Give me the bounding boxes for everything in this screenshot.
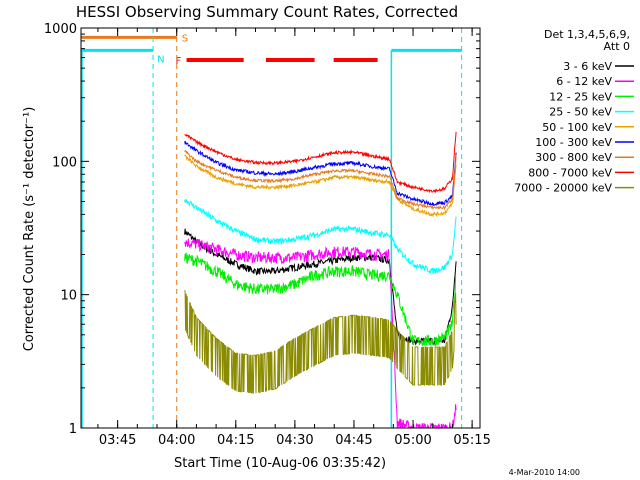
saa-flag-label: S (182, 33, 188, 44)
legend-entry-label: 50 - 100 keV (542, 121, 612, 134)
x-tick-label: 04:30 (276, 433, 313, 448)
y-axis-label: Corrected Count Rate (s⁻¹ detector⁻¹) (22, 107, 37, 352)
y-tick-label: 1 (69, 422, 77, 437)
date-stamp: 4-Mar-2010 14:00 (509, 468, 580, 477)
legend-header-detectors: Det 1,3,4,5,6,9, (544, 28, 630, 41)
legend-header-attenuator: Att 0 (604, 40, 630, 53)
x-tick-label: 04:00 (158, 433, 195, 448)
legend: Det 1,3,4,5,6,9, Att 0 3 - 6 keV 6 - 12 k… (514, 28, 634, 195)
legend-entry-label: 800 - 7000 keV (528, 166, 612, 179)
series-line (184, 290, 457, 394)
y-tick-label: 100 (52, 155, 77, 170)
y-tick-label: 1000 (44, 22, 77, 37)
series-layer (184, 131, 457, 430)
chart-title: HESSI Observing Summary Count Rates, Cor… (76, 3, 458, 21)
series-line (184, 149, 457, 211)
legend-entry-label: 12 - 25 keV (549, 90, 612, 103)
series-line (184, 252, 457, 347)
series-line (184, 140, 457, 207)
x-tick-label: 05:00 (394, 433, 431, 448)
y-tick-label: 10 (60, 289, 77, 304)
legend-entry-label: 300 - 800 keV (535, 151, 612, 164)
x-tick-label: 04:45 (335, 433, 372, 448)
legend-entry-label: 6 - 12 keV (556, 75, 612, 88)
legend-entry-label: 25 - 50 keV (549, 106, 612, 119)
night-flag-label: N (157, 54, 164, 65)
x-tick-label: 03:45 (99, 433, 136, 448)
flare-flag-label: F (176, 56, 182, 67)
series-line (184, 228, 457, 347)
x-axis-label: Start Time (10-Aug-06 03:35:42) (174, 456, 386, 471)
flags-layer: S N F (81, 28, 463, 428)
x-tick-label: 05:15 (453, 433, 490, 448)
axes-layer: 1 10 100 1000 03:45 04:00 04:15 04:30 04:45 05:00… (44, 22, 491, 448)
series-line (184, 131, 457, 194)
plot-frame (80, 27, 481, 429)
series-line (184, 154, 457, 218)
legend-entry-label: 3 - 6 keV (563, 60, 612, 73)
x-tick-label: 04:15 (217, 433, 254, 448)
legend-entry-label: 7000 - 20000 keV (514, 182, 612, 195)
series-line (184, 198, 457, 275)
legend-entry-label: 100 - 300 keV (535, 136, 612, 149)
